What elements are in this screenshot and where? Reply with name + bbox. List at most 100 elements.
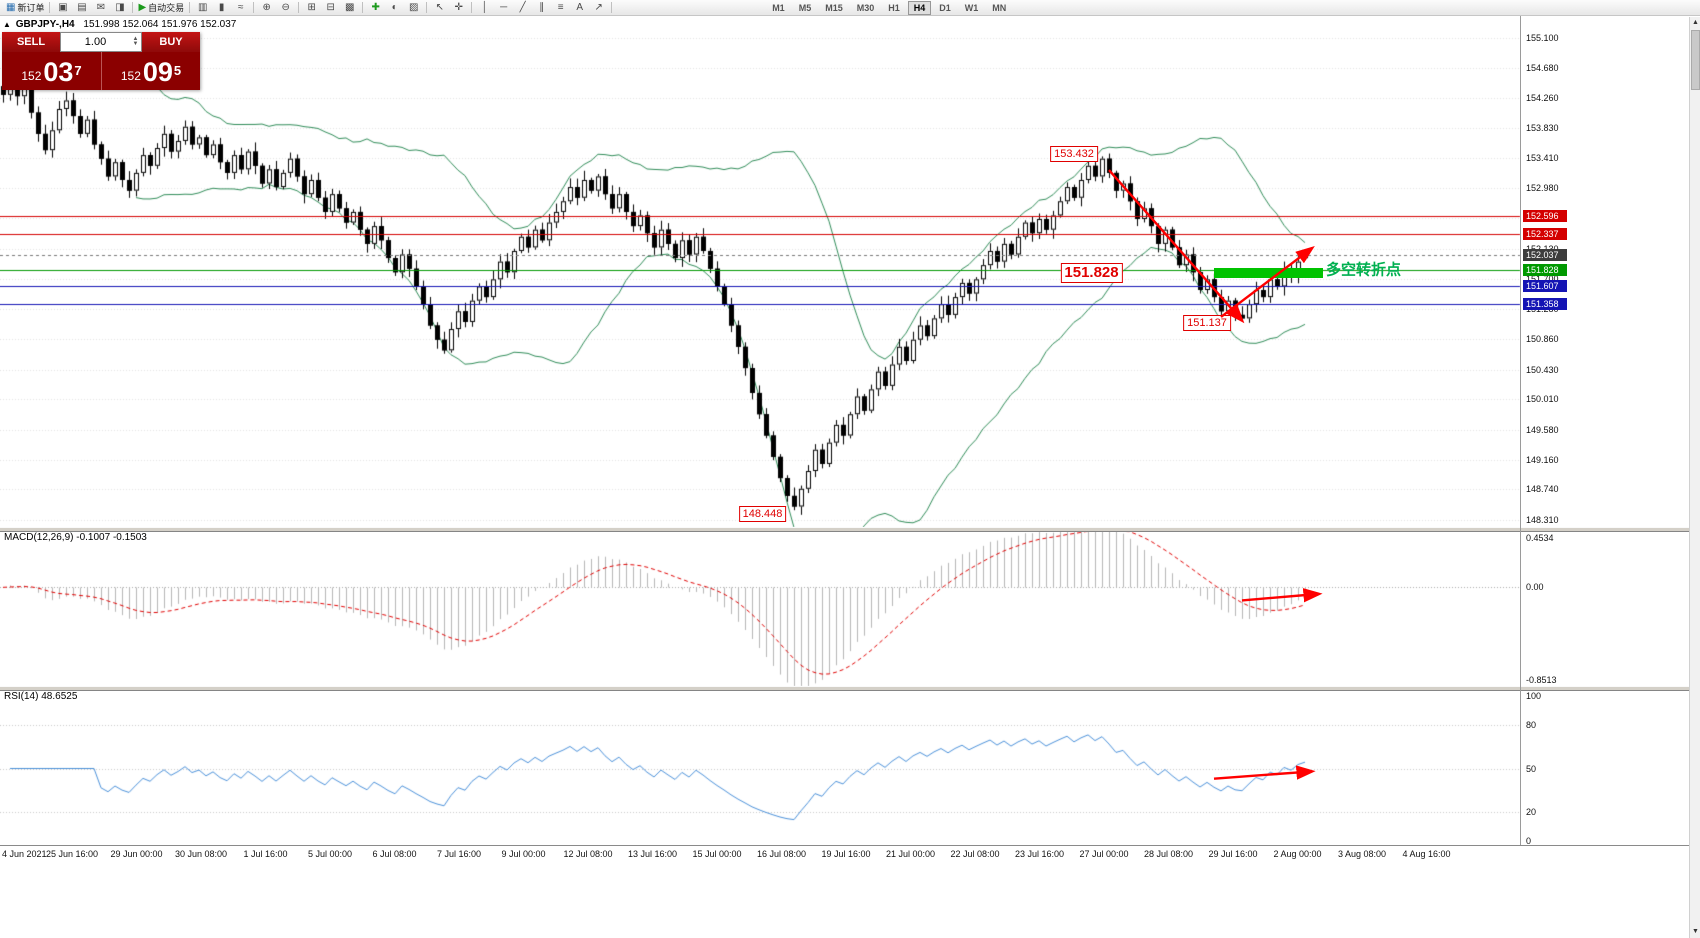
toolbar-separator [189, 2, 191, 13]
cursor-icon: ↖ [435, 2, 444, 13]
zoom-out-icon: ⊖ [281, 2, 290, 13]
autotrading-icon[interactable]: ▶ 自动交易 [136, 1, 186, 15]
new-order-icon: ▦ [6, 2, 16, 13]
macd-indicator-label: MACD(12,26,9) -0.1007 -0.1503 [4, 532, 147, 543]
equidistant-channel-icon: ∥ [539, 2, 545, 13]
toolbar-separator [132, 2, 134, 13]
trendline-icon[interactable]: ╱ [513, 1, 532, 15]
sell-button[interactable]: SELL [2, 32, 60, 52]
bar-chart-icon[interactable]: ▥ [193, 1, 212, 15]
sell-price-prefix: 152 [21, 69, 42, 83]
trendline-icon: ╱ [519, 2, 526, 13]
chart-window-icon: ▣ [58, 2, 68, 13]
toolbar-separator [611, 2, 613, 13]
sell-price-big: 03 [43, 57, 74, 87]
buy-button[interactable]: BUY [142, 32, 200, 52]
scroll-down-icon[interactable]: ▼ [1692, 928, 1699, 935]
timeframe-d1-button[interactable]: D1 [939, 2, 951, 13]
fibonacci-icon: ≡ [557, 2, 564, 13]
vertical-line-icon: │ [481, 2, 488, 13]
rsi-indicator-label: RSI(14) 48.6525 [4, 691, 78, 702]
toolbar-separator [471, 2, 473, 13]
market-watch-icon: ◨ [115, 2, 125, 13]
price-annotation-label: 148.448 [738, 505, 787, 522]
scroll-up-icon[interactable]: ▲ [1692, 19, 1699, 26]
toolbar-separator [298, 2, 300, 13]
price-annotation-label: 151.137 [1183, 314, 1231, 331]
grid-icon[interactable]: ▩ [340, 1, 359, 15]
timeframe-mn-button[interactable]: MN [992, 2, 1007, 13]
volume-spinner[interactable]: ▲ ▼ [132, 36, 139, 47]
vertical-scrollbar[interactable]: ▲ ▼ [1689, 17, 1700, 938]
buy-price[interactable]: 152 09 5 [101, 52, 200, 90]
autotrading-icon-label: 自动交易 [148, 3, 185, 13]
toolbar-separator [362, 2, 364, 13]
buy-price-prefix: 152 [120, 69, 141, 83]
periods-icon: ◐ [391, 2, 398, 13]
candlestick-chart-icon[interactable]: ▮ [212, 1, 231, 15]
line-chart-icon[interactable]: ≈ [231, 1, 250, 15]
arrows-tool-icon: ↗ [594, 2, 603, 13]
price-axis-border [1520, 16, 1521, 846]
zoom-in-icon: ⊕ [262, 2, 271, 13]
new-order-icon-label: 新订单 [17, 3, 45, 13]
volume-input[interactable] [61, 35, 130, 49]
price-annotation-label: 151.828 [1060, 262, 1123, 283]
timeframe-h1-button[interactable]: H1 [888, 2, 900, 13]
pivot-zone-highlight [1214, 267, 1323, 278]
main-toolbar: ▦ 新订单 ▣ ▤ ✉ ◨ ▶ 自动交易 ▥ ▮ ≈ ⊕ ⊖ ⊞ ⊟ ▩ ✚ ◐ ▨ ↖ ✛ │ ─ ╱ ∥ ≡ A ↗ M1 M5 M15… [0, 0, 1700, 16]
fibonacci-icon[interactable]: ≡ [551, 1, 570, 15]
sell-price-sup: 7 [74, 63, 82, 78]
cursor-icon[interactable]: ↖ [430, 1, 449, 15]
horizontal-line-icon[interactable]: ─ [494, 1, 513, 15]
timeframe-m5-button[interactable]: M5 [798, 2, 812, 13]
timeframe-m15-button[interactable]: M15 [825, 2, 843, 13]
toolbar-separator [49, 2, 51, 13]
periods-icon[interactable]: ◐ [385, 1, 404, 15]
mail-icon[interactable]: ✉ [91, 1, 110, 15]
profiles-icon: ▤ [77, 2, 87, 13]
panel-separator[interactable] [0, 527, 1700, 532]
buy-price-sup: 5 [173, 63, 182, 78]
one-click-trading-panel: SELL ▲▼ BUY 152 03 7 152 09 5 [2, 32, 200, 90]
templates-icon[interactable]: ▨ [404, 1, 423, 15]
timeframe-m1-button[interactable]: M1 [772, 2, 785, 13]
indicators-icon[interactable]: ✚ [366, 1, 385, 15]
scrollbar-thumb[interactable] [1691, 30, 1700, 90]
toolbar-separator [426, 2, 428, 13]
zoom-out-icon[interactable]: ⊖ [276, 1, 295, 15]
one-click-collapse-icon[interactable]: ▲ [3, 20, 11, 29]
panel-separator[interactable] [0, 686, 1700, 691]
crosshair-icon: ✛ [454, 2, 463, 13]
pivot-note-text: 多空转折点 [1326, 261, 1402, 279]
time-axis [0, 845, 1700, 868]
indicators-icon: ✚ [371, 2, 380, 13]
vertical-line-icon[interactable]: │ [475, 1, 494, 15]
grid-icon: ▩ [344, 2, 355, 13]
horizontal-line-icon: ─ [500, 2, 508, 13]
zoom-in-icon[interactable]: ⊕ [257, 1, 276, 15]
text-label-icon: A [576, 2, 584, 13]
profiles-icon[interactable]: ▤ [72, 1, 91, 15]
tile-windows-icon: ⊞ [307, 2, 316, 13]
arrows-tool-icon[interactable]: ↗ [589, 1, 608, 15]
chart-header: ▲ GBPJPY-,H4 151.998 152.064 151.976 152… [3, 19, 236, 30]
tile-windows-icon[interactable]: ⊞ [302, 1, 321, 15]
crosshair-icon[interactable]: ✛ [449, 1, 468, 15]
text-label-icon[interactable]: A [570, 1, 589, 15]
candlestick-chart-icon: ▮ [218, 2, 225, 13]
timeframe-m30-button[interactable]: M30 [856, 2, 875, 13]
equidistant-channel-icon[interactable]: ∥ [532, 1, 551, 15]
mail-icon: ✉ [96, 2, 106, 13]
auto-arrange-icon: ⊟ [326, 2, 335, 13]
sell-price[interactable]: 152 03 7 [2, 52, 101, 90]
new-order-icon[interactable]: ▦ 新订单 [4, 1, 46, 15]
auto-arrange-icon[interactable]: ⊟ [321, 1, 340, 15]
market-watch-icon[interactable]: ◨ [110, 1, 129, 15]
price-annotation-label: 153.432 [1050, 145, 1098, 162]
bar-chart-icon: ▥ [197, 2, 208, 13]
timeframe-w1-button[interactable]: W1 [964, 2, 979, 13]
chart-window-icon[interactable]: ▣ [53, 1, 72, 15]
timeframe-h4-button[interactable]: H4 [907, 0, 932, 15]
